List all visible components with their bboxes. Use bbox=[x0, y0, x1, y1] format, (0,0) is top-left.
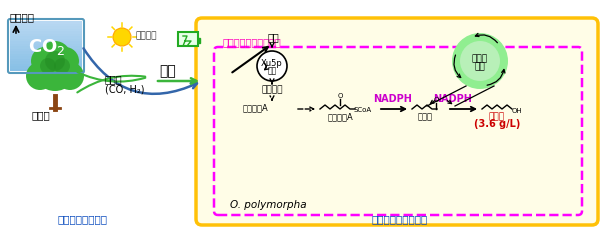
Text: 脂酰辅醂A: 脂酰辅醂A bbox=[327, 112, 353, 120]
Bar bbox=[10, 34, 82, 37]
Text: (CO, H₂): (CO, H₂) bbox=[105, 85, 145, 95]
Bar bbox=[10, 29, 82, 32]
Text: 脂股醇: 脂股醇 bbox=[489, 112, 505, 120]
Bar bbox=[10, 27, 82, 29]
Text: 二氧化碗: 二氧化碗 bbox=[10, 12, 35, 22]
Circle shape bbox=[460, 42, 500, 82]
Text: 循环: 循环 bbox=[268, 66, 277, 75]
Bar bbox=[10, 47, 82, 49]
Text: 甲醉: 甲醉 bbox=[267, 32, 279, 42]
Bar bbox=[10, 52, 82, 54]
Text: 二羟丙鈅: 二羟丙鈅 bbox=[261, 85, 283, 94]
Bar bbox=[10, 44, 82, 47]
Text: 乙酰辅醂A: 乙酰辅醂A bbox=[243, 103, 269, 112]
Text: 循环: 循环 bbox=[475, 62, 485, 71]
Bar bbox=[10, 37, 82, 39]
Circle shape bbox=[40, 59, 56, 75]
Circle shape bbox=[452, 34, 508, 90]
Text: SCoA: SCoA bbox=[354, 106, 372, 112]
FancyArrowPatch shape bbox=[454, 56, 461, 78]
Text: 基于甲醇的生物合成: 基于甲醇的生物合成 bbox=[372, 213, 428, 223]
Text: O: O bbox=[434, 97, 439, 103]
Circle shape bbox=[33, 48, 77, 92]
Text: CO$_2$: CO$_2$ bbox=[28, 37, 66, 57]
Circle shape bbox=[113, 29, 131, 47]
Bar bbox=[10, 32, 82, 34]
FancyBboxPatch shape bbox=[196, 19, 598, 225]
Bar bbox=[10, 49, 82, 52]
Bar bbox=[10, 22, 82, 25]
Bar bbox=[10, 57, 82, 59]
Circle shape bbox=[45, 52, 65, 72]
Text: 甲醇: 甲醇 bbox=[160, 64, 176, 78]
Text: O: O bbox=[338, 93, 343, 98]
Circle shape bbox=[37, 54, 73, 90]
Circle shape bbox=[54, 59, 70, 75]
Bar bbox=[10, 62, 82, 64]
Bar bbox=[198, 39, 200, 44]
Text: 合成气: 合成气 bbox=[105, 74, 122, 84]
Circle shape bbox=[56, 63, 84, 91]
FancyArrowPatch shape bbox=[264, 64, 269, 70]
Circle shape bbox=[257, 52, 287, 82]
Bar bbox=[10, 39, 82, 42]
Text: 过氧化物酶体代谢耦联: 过氧化物酶体代谢耦联 bbox=[223, 37, 282, 47]
FancyBboxPatch shape bbox=[178, 33, 198, 47]
Text: (3.6 g/L): (3.6 g/L) bbox=[474, 118, 520, 128]
FancyArrowPatch shape bbox=[475, 34, 497, 44]
Text: 液态阳光: 液态阳光 bbox=[135, 31, 157, 40]
Circle shape bbox=[26, 63, 54, 91]
Text: NADPH: NADPH bbox=[374, 94, 412, 104]
Circle shape bbox=[31, 48, 59, 76]
Text: 可持续的甲醇供给: 可持续的甲醇供给 bbox=[57, 213, 107, 223]
Circle shape bbox=[51, 48, 79, 76]
Text: Xu5p: Xu5p bbox=[261, 59, 283, 68]
Text: 脂股醉: 脂股醉 bbox=[418, 112, 433, 120]
Bar bbox=[10, 69, 82, 72]
Bar bbox=[10, 64, 82, 67]
Circle shape bbox=[39, 42, 71, 74]
Bar bbox=[10, 54, 82, 57]
FancyArrowPatch shape bbox=[487, 70, 505, 86]
FancyArrowPatch shape bbox=[83, 49, 197, 94]
Text: NADPH: NADPH bbox=[434, 94, 472, 104]
Bar bbox=[10, 59, 82, 62]
Bar bbox=[10, 25, 82, 27]
Text: 生物质: 生物质 bbox=[32, 109, 51, 120]
Text: 苹果酸: 苹果酸 bbox=[472, 54, 488, 63]
Text: OH: OH bbox=[512, 108, 523, 114]
Text: O. polymorpha: O. polymorpha bbox=[230, 199, 307, 209]
Bar bbox=[10, 42, 82, 44]
Bar bbox=[10, 67, 82, 69]
